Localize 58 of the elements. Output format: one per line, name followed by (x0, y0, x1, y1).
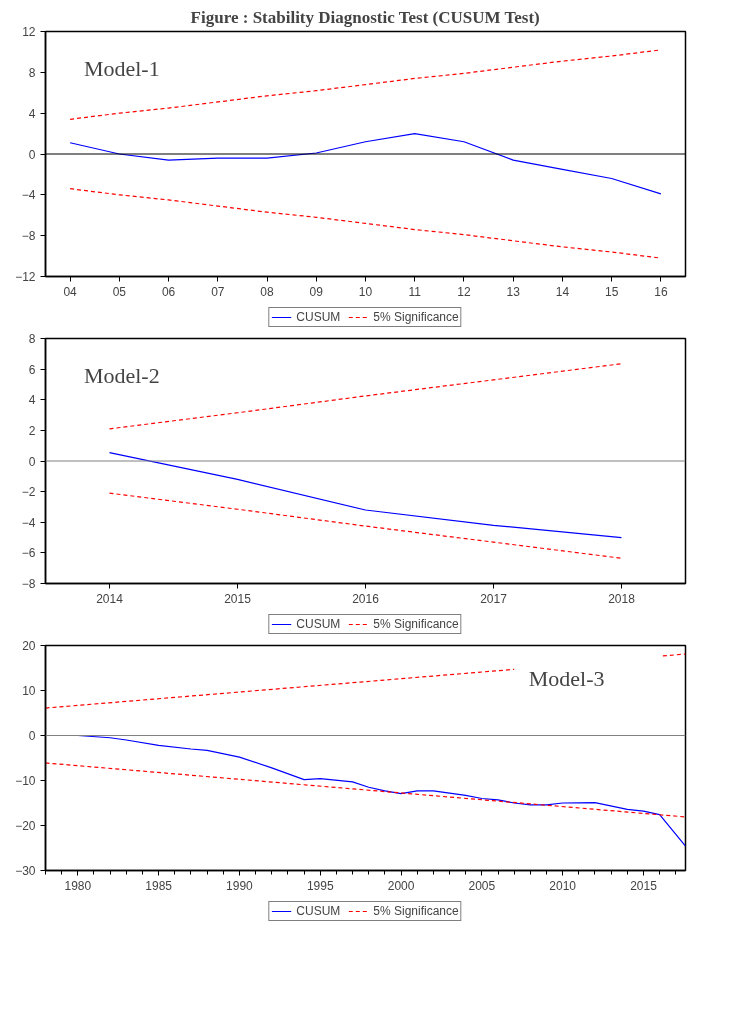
legend-label: 5% Significance (373, 310, 459, 324)
annotation: Model-3 (528, 665, 605, 691)
y-tick-label: −10 (15, 774, 36, 788)
y-tick-label: −2 (21, 485, 36, 500)
y-tick-label: 6 (28, 362, 36, 377)
y-tick-label: 0 (28, 454, 36, 469)
annotation: Model-1 (83, 55, 160, 81)
x-tick-label: 1995 (306, 878, 334, 893)
y-tick-label: 2 (28, 423, 36, 438)
x-tick-label: 11 (408, 284, 422, 299)
x-tick-label: 14 (555, 284, 570, 299)
y-tick-label: −4 (21, 188, 36, 203)
legend-label: CUSUM (296, 904, 341, 918)
x-tick-label: 2005 (468, 878, 496, 893)
y-tick-label: 4 (28, 393, 36, 408)
x-tick-label: 04 (63, 284, 78, 299)
x-tick-label: 2016 (352, 591, 380, 606)
y-tick-label: 0 (28, 729, 36, 743)
x-tick-label: 2014 (96, 591, 124, 606)
y-tick-label: 0 (28, 147, 36, 162)
x-tick-label: 10 (358, 284, 373, 299)
x-tick-label: 1980 (64, 878, 92, 893)
x-tick-label: 05 (112, 284, 127, 299)
chart-title: Figure : Stability Diagnostic Test (CUSUM Test) (190, 7, 540, 27)
y-tick-label: −12 (15, 270, 36, 284)
x-tick-label: 1990 (226, 878, 254, 893)
y-tick-label: 12 (22, 25, 36, 39)
legend-label: CUSUM (296, 617, 341, 631)
y-tick-label: 10 (22, 684, 36, 698)
x-tick-label: 2017 (480, 591, 508, 606)
y-tick-label: 4 (28, 106, 36, 121)
x-tick-label: 2018 (608, 591, 636, 606)
y-tick-label: 20 (22, 639, 36, 653)
y-tick-label: −30 (15, 864, 36, 878)
x-tick-label: 08 (260, 284, 275, 299)
y-tick-label: −20 (15, 819, 36, 833)
x-tick-label: 15 (604, 284, 619, 299)
x-tick-label: 2015 (630, 878, 658, 893)
legend-label: 5% Significance (373, 617, 459, 631)
y-tick-label: −6 (21, 546, 36, 561)
x-tick-label: 2000 (387, 878, 415, 893)
x-tick-label: 2010 (549, 878, 577, 893)
x-tick-label: 1985 (145, 878, 173, 893)
annotation: Model-2 (83, 362, 160, 388)
legend-label: CUSUM (296, 310, 341, 324)
y-tick-label: −4 (21, 515, 36, 530)
y-tick-label: −8 (21, 229, 36, 244)
x-tick-label: 13 (506, 284, 521, 299)
x-tick-label: 07 (211, 284, 225, 299)
y-tick-label: 8 (28, 332, 36, 346)
y-tick-label: 8 (28, 65, 36, 80)
y-tick-label: −8 (21, 577, 36, 591)
x-tick-label: 09 (309, 284, 324, 299)
legend-label: 5% Significance (373, 904, 459, 918)
x-tick-label: 2015 (224, 591, 252, 606)
x-tick-label: 06 (161, 284, 176, 299)
x-tick-label: 16 (654, 284, 668, 299)
x-tick-label: 12 (457, 284, 471, 299)
